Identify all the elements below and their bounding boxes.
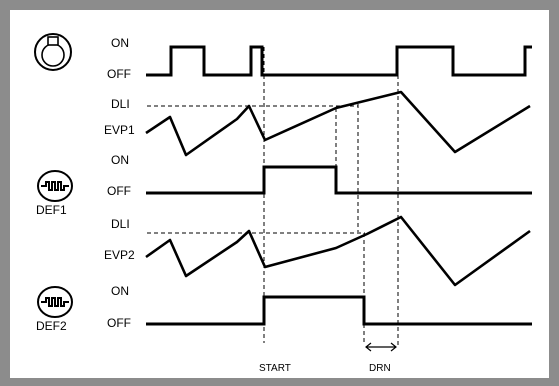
def1-off-label: OFF <box>107 184 131 198</box>
def2-on-label: ON <box>111 284 129 298</box>
drn-duration-arrow <box>365 342 397 352</box>
compressor-off-label: OFF <box>107 67 131 81</box>
evp1-label: EVP1 <box>104 123 135 137</box>
evp2-temperature-curve <box>145 215 531 287</box>
compressor-icon <box>34 33 72 71</box>
def1-waveform <box>146 165 532 195</box>
def1-caption: DEF1 <box>36 203 67 217</box>
def2-off-label: OFF <box>107 316 131 330</box>
evp1-temperature-curve <box>145 90 531 157</box>
evp2-label: EVP2 <box>104 248 135 262</box>
evp2-dli-label: DLI <box>111 217 130 231</box>
drn-label: DRN <box>369 363 391 374</box>
compressor-on-label: ON <box>111 36 129 50</box>
defrost-icon-2 <box>37 286 73 318</box>
def2-caption: DEF2 <box>36 319 67 333</box>
start-label: START <box>259 363 291 374</box>
def2-waveform <box>146 295 532 326</box>
evp1-dli-label: DLI <box>111 97 130 111</box>
def1-on-label: ON <box>111 153 129 167</box>
compressor-waveform <box>146 45 532 77</box>
defrost-icon-1 <box>37 170 73 202</box>
